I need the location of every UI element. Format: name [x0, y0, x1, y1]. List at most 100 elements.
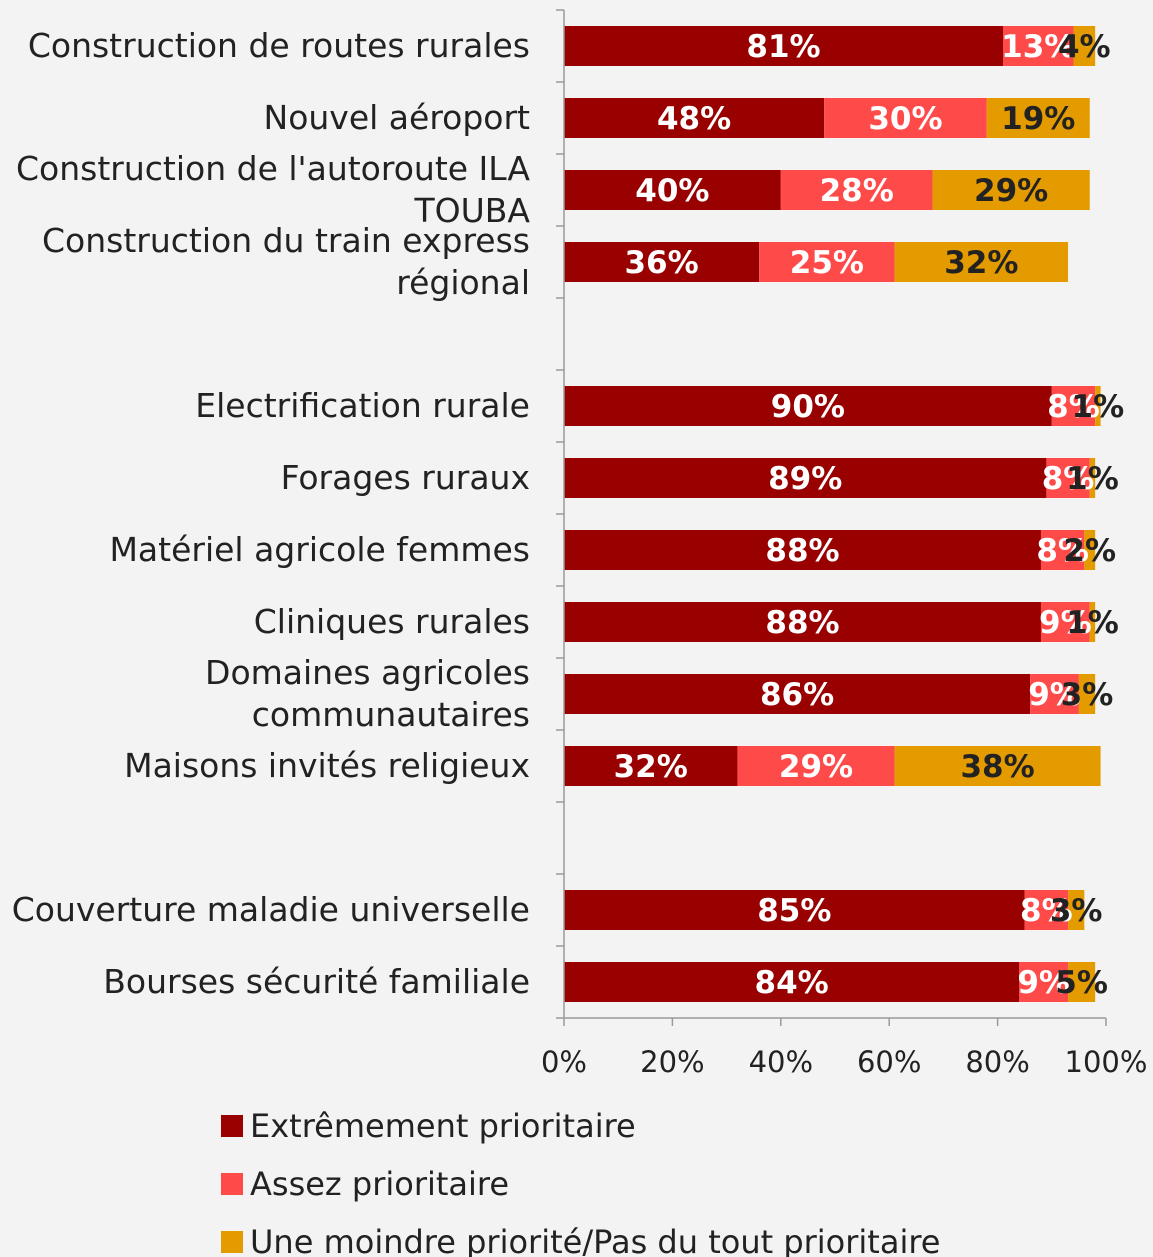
- bar-segment-1-8: [564, 530, 1041, 570]
- data-label: 8%: [1036, 533, 1089, 569]
- category-label-line: Matériel agricole femmes: [109, 530, 530, 569]
- data-label: 36%: [624, 245, 698, 281]
- data-label: 2%: [1063, 533, 1116, 569]
- bar-segment-1-13: [564, 890, 1025, 930]
- category-label-line: Cliniques rurales: [254, 602, 530, 641]
- legend-swatch: [221, 1115, 243, 1137]
- data-label: 48%: [657, 101, 731, 137]
- data-label: 38%: [960, 749, 1034, 785]
- category-label: Nouvel aéroport: [264, 98, 531, 137]
- data-label: 1%: [1066, 605, 1119, 641]
- bar-segment-1-10: [564, 674, 1031, 714]
- category-label: Electrification rurale: [195, 386, 530, 425]
- bar-segment-3-2: [986, 98, 1090, 138]
- data-label: 88%: [765, 605, 839, 641]
- bar-segment-3-11: [894, 746, 1101, 786]
- legend-label: Assez prioritaire: [250, 1165, 509, 1203]
- data-label: 3%: [1061, 677, 1114, 713]
- bar-segment-2-9: [1040, 602, 1090, 642]
- bar-segment-2-13: [1024, 890, 1069, 930]
- data-label: 1%: [1072, 389, 1125, 425]
- x-tick-label: 40%: [749, 1045, 813, 1079]
- category-label-line: Couverture maladie universelle: [12, 890, 530, 929]
- category-label-line: régional: [396, 263, 530, 302]
- data-label: 28%: [820, 173, 894, 209]
- legend-swatch: [221, 1173, 243, 1195]
- bar-segment-1-4: [564, 242, 760, 282]
- data-label: 32%: [944, 245, 1018, 281]
- data-label: 89%: [768, 461, 842, 497]
- bar-segment-2-1: [1003, 26, 1074, 66]
- data-label: 9%: [1028, 677, 1081, 713]
- category-label: Cliniques rurales: [254, 602, 530, 641]
- data-label: 9%: [1039, 605, 1092, 641]
- bar-segment-2-10: [1030, 674, 1079, 714]
- legend: Extrêmement prioritaire Assez prioritaire…: [221, 1107, 940, 1257]
- data-label: 13%: [1001, 29, 1075, 65]
- bars-layer: [564, 26, 1101, 1002]
- bar-segment-1-9: [564, 602, 1041, 642]
- x-tick-label: 80%: [965, 1045, 1029, 1079]
- bar-segment-1-1: [564, 26, 1004, 66]
- category-label-line: Construction du train express: [42, 221, 530, 260]
- category-label: Construction de routes rurales: [28, 26, 530, 65]
- category-label: Construction du train express régional: [42, 221, 530, 302]
- category-label: Couverture maladie universelle: [12, 890, 530, 929]
- bar-segment-1-2: [564, 98, 825, 138]
- data-label: 4%: [1058, 29, 1111, 65]
- axis-layer: 0% 20% 40% 60% 80% 100%: [541, 9, 1148, 1079]
- bar-segment-1-14: [564, 962, 1020, 1002]
- x-tick-label: 100%: [1065, 1045, 1148, 1079]
- legend-label: Extrêmement prioritaire: [250, 1107, 636, 1145]
- category-labels-layer: Construction de routes rurales Nouvel aér…: [12, 26, 531, 1001]
- bar-segment-3-10: [1078, 674, 1096, 714]
- bar-segment-2-8: [1040, 530, 1085, 570]
- data-label: 3%: [1050, 893, 1103, 929]
- category-label: Matériel agricole femmes: [109, 530, 530, 569]
- x-tick-label: 60%: [857, 1045, 921, 1079]
- data-label: 1%: [1066, 461, 1119, 497]
- data-label: 30%: [868, 101, 942, 137]
- category-label: Domaines agricoles communautaires: [205, 653, 530, 734]
- bar-segment-3-4: [894, 242, 1069, 282]
- data-label: 9%: [1017, 965, 1070, 1001]
- bar-segment-3-6: [1095, 386, 1101, 426]
- category-label-line: Maisons invités religieux: [124, 746, 530, 785]
- data-label: 86%: [760, 677, 834, 713]
- bar-segment-2-6: [1051, 386, 1096, 426]
- category-label-line: Construction de routes rurales: [28, 26, 530, 65]
- data-label: 29%: [974, 173, 1048, 209]
- category-label: Maisons invités religieux: [124, 746, 530, 785]
- data-label: 5%: [1055, 965, 1108, 1001]
- category-label-line: Electrification rurale: [195, 386, 530, 425]
- data-label: 8%: [1047, 389, 1100, 425]
- category-label: Construction de l'autoroute ILA TOUBA: [16, 149, 530, 230]
- legend-label: Une moindre priorité/Pas du tout priorit…: [250, 1223, 940, 1257]
- bar-segment-1-11: [564, 746, 738, 786]
- bar-segment-2-7: [1046, 458, 1090, 498]
- bar-segment-3-3: [932, 170, 1090, 210]
- legend-swatch: [221, 1231, 243, 1253]
- bar-segment-3-14: [1068, 962, 1096, 1002]
- bar-segment-3-1: [1073, 26, 1096, 66]
- bar-segment-2-3: [780, 170, 933, 210]
- bar-segment-3-9: [1089, 602, 1096, 642]
- category-label: Forages ruraux: [281, 458, 530, 497]
- data-label: 81%: [746, 29, 820, 65]
- data-label: 29%: [779, 749, 853, 785]
- bar-segment-1-7: [564, 458, 1047, 498]
- x-tick-label: 20%: [640, 1045, 704, 1079]
- category-label-line: Bourses sécurité familiale: [103, 962, 530, 1001]
- category-label: Bourses sécurité familiale: [103, 962, 530, 1001]
- category-label-line: TOUBA: [414, 191, 531, 230]
- bar-segment-3-8: [1084, 530, 1096, 570]
- data-label: 84%: [755, 965, 829, 1001]
- data-label: 8%: [1020, 893, 1073, 929]
- bar-segment-1-3: [564, 170, 781, 210]
- data-label: 85%: [757, 893, 831, 929]
- data-label: 32%: [614, 749, 688, 785]
- bar-segment-2-11: [737, 746, 895, 786]
- bar-segment-3-13: [1068, 890, 1085, 930]
- data-label: 40%: [635, 173, 709, 209]
